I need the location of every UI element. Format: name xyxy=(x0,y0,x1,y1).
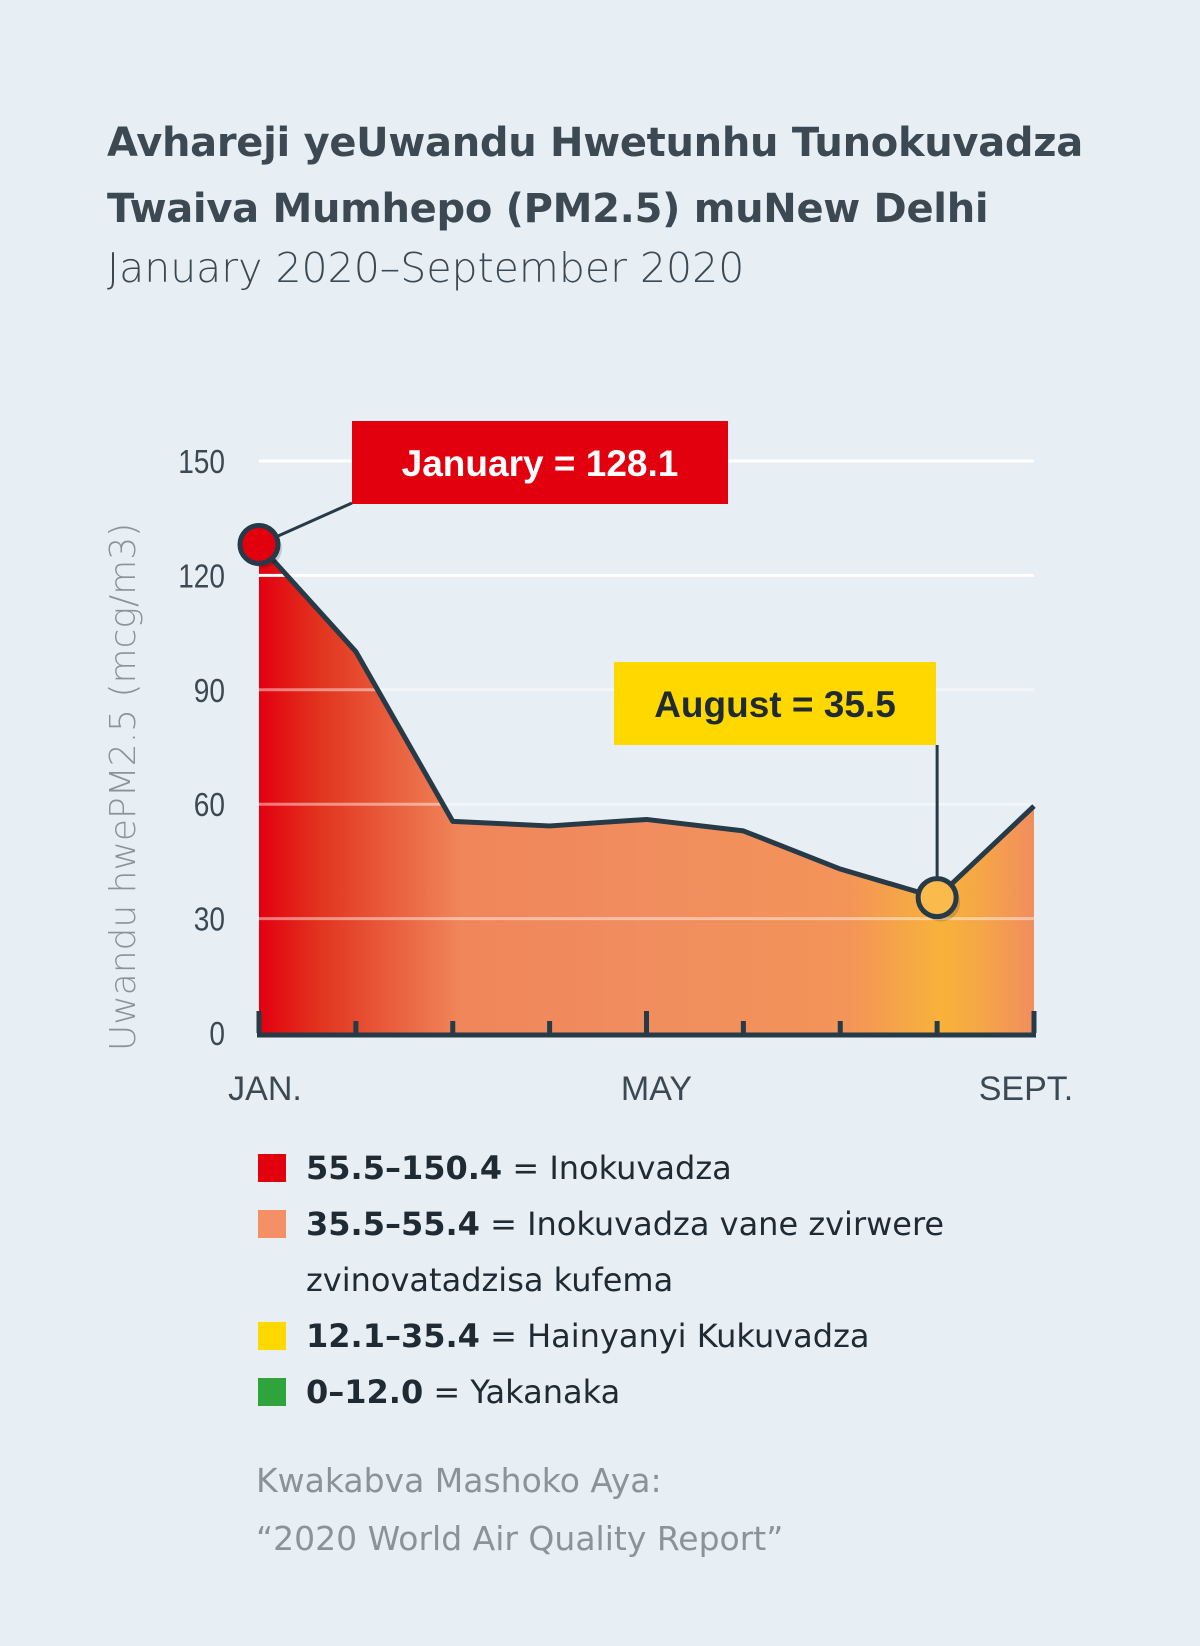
data-point-january xyxy=(237,523,281,567)
data-point-august xyxy=(915,876,959,920)
chart-subtitle: January 2020–September 2020 xyxy=(107,244,745,292)
legend-text: 55.5–150.4 = Inokuvadza xyxy=(306,1140,732,1196)
legend-range: 55.5–150.4 xyxy=(306,1149,503,1187)
title-line-2: Twaiva Mumhepo (PM2.5) muNew Delhi xyxy=(107,186,989,232)
y-tick-label: 60 xyxy=(194,787,225,824)
legend-label: = Yakanaka xyxy=(423,1373,621,1411)
legend-label: = Inokuvadza vane zvirwere zvinovatadzis… xyxy=(306,1205,945,1299)
annotation-label: August = 35.5 xyxy=(654,684,896,725)
y-tick-label: 30 xyxy=(194,902,225,939)
source-report: “2020 World Air Quality Report” xyxy=(256,1519,784,1558)
annotation-box xyxy=(352,421,728,504)
legend: 55.5–150.4 = Inokuvadza 35.5–55.4 = Inoku… xyxy=(258,1140,946,1420)
legend-range: 35.5–55.4 xyxy=(306,1205,480,1243)
legend-item: 35.5–55.4 = Inokuvadza vane zvirwere zvi… xyxy=(258,1196,946,1308)
legend-swatch xyxy=(258,1154,286,1182)
legend-text: 35.5–55.4 = Inokuvadza vane zvirwere zvi… xyxy=(306,1196,946,1308)
source-note: Kwakabva Mashoko Aya: “2020 World Air Qu… xyxy=(256,1452,783,1568)
area-chart: 0 30 60 90 120 150 JAN. MAY SEPT. Uwandu hwePM2.5… xyxy=(103,421,1073,1108)
legend-swatch xyxy=(258,1322,286,1350)
legend-label: = Hainyanyi Kukuvadza xyxy=(479,1317,870,1355)
x-tick-label: SEPT. xyxy=(979,1070,1073,1108)
legend-item: 0–12.0 = Yakanaka xyxy=(258,1364,946,1420)
area-fill xyxy=(259,544,1034,1033)
legend-text: 0–12.0 = Yakanaka xyxy=(306,1364,620,1420)
y-tick-label: 120 xyxy=(178,558,225,595)
y-axis-label: Uwandu hwePM2.5 (mcg/m3) xyxy=(103,523,144,1051)
chart-title: Avhareji yeUwandu Hwetunhu Tunokuvadza T… xyxy=(107,110,1083,242)
title-line-1: Avhareji yeUwandu Hwetunhu Tunokuvadza xyxy=(107,120,1083,166)
y-tick-label: 90 xyxy=(194,673,225,710)
annotation-box xyxy=(614,662,936,745)
y-tick-label: 150 xyxy=(178,444,225,481)
legend-text: 12.1–35.4 = Hainyanyi Kukuvadza xyxy=(306,1308,870,1364)
legend-swatch xyxy=(258,1210,286,1238)
y-tick-label: 0 xyxy=(209,1016,225,1053)
legend-item: 55.5–150.4 = Inokuvadza xyxy=(258,1140,946,1196)
legend-swatch xyxy=(258,1378,286,1406)
annotation-label: January = 128.1 xyxy=(402,443,679,484)
x-tick-label: JAN. xyxy=(228,1070,302,1108)
series-line xyxy=(257,542,1036,901)
legend-label: = Inokuvadza xyxy=(502,1149,732,1187)
legend-item: 12.1–35.4 = Hainyanyi Kukuvadza xyxy=(258,1308,946,1364)
source-label: Kwakabva Mashoko Aya: xyxy=(256,1461,662,1500)
x-tick-label: MAY xyxy=(621,1070,692,1108)
legend-range: 12.1–35.4 xyxy=(306,1317,480,1355)
legend-range: 0–12.0 xyxy=(306,1373,424,1411)
